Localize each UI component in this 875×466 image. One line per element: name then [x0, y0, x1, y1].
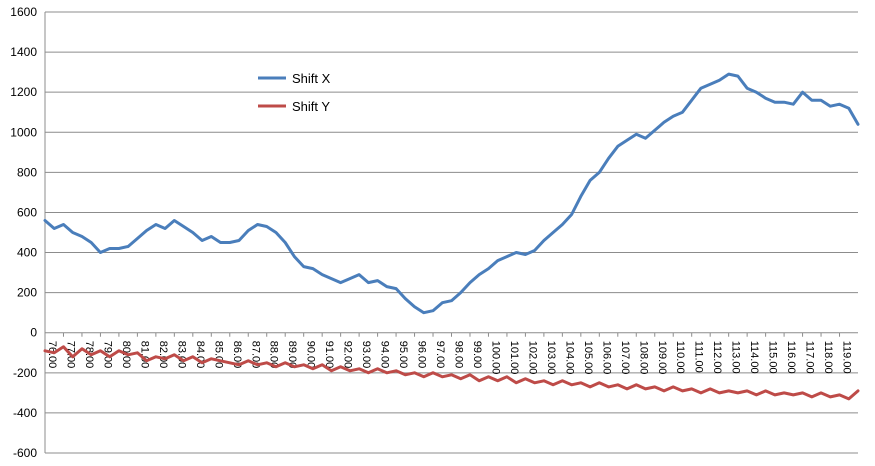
x-tick-label: 102.00: [526, 341, 538, 375]
y-tick-label: 1400: [10, 45, 37, 59]
y-tick-label: 400: [17, 246, 37, 260]
x-tick-label: 97.00: [434, 341, 446, 369]
x-tick-label: 107.00: [619, 341, 631, 375]
y-tick-label: -600: [13, 446, 37, 460]
x-tick-label: 103.00: [545, 341, 557, 375]
x-tick-label: 86.00: [231, 341, 243, 369]
x-tick-label: 109.00: [656, 341, 668, 375]
x-tick-label: 85.00: [212, 341, 224, 369]
legend-label: Shift Y: [292, 99, 330, 114]
x-tick-label: 101.00: [508, 341, 520, 375]
y-tick-label: -400: [13, 406, 37, 420]
legend-label: Shift X: [292, 71, 331, 86]
y-tick-label: 200: [17, 286, 37, 300]
x-tick-label: 83.00: [175, 341, 187, 369]
x-tick-label: 93.00: [360, 341, 372, 369]
y-tick-label: 1600: [10, 5, 37, 19]
x-tick-label: 115.00: [767, 341, 779, 374]
y-tick-label: -200: [13, 366, 37, 380]
x-tick-label: 100.00: [489, 341, 501, 375]
y-tick-label: 800: [17, 165, 37, 179]
y-tick-label: 600: [17, 205, 37, 219]
x-tick-label: 117.00: [804, 341, 816, 374]
x-tick-label: 110.00: [674, 341, 686, 374]
x-tick-label: 104.00: [563, 341, 575, 375]
x-tick-label: 119.00: [841, 341, 853, 374]
x-tick-label: 96.00: [416, 341, 428, 369]
x-tick-label: 116.00: [785, 341, 797, 374]
x-tick-label: 90.00: [305, 341, 317, 369]
x-tick-label: 94.00: [379, 341, 391, 369]
x-tick-label: 99.00: [471, 341, 483, 369]
x-tick-label: 112.00: [711, 341, 723, 374]
x-tick-label: 82.00: [157, 341, 169, 369]
x-tick-label: 114.00: [748, 341, 760, 374]
x-tick-label: 108.00: [637, 341, 649, 375]
x-tick-label: 88.00: [268, 341, 280, 369]
x-tick-label: 113.00: [730, 341, 742, 374]
x-tick-label: 92.00: [342, 341, 354, 369]
x-tick-label: 118.00: [822, 341, 834, 374]
x-tick-label: 111.00: [693, 341, 705, 373]
x-tick-label: 106.00: [600, 341, 612, 375]
y-tick-label: 0: [30, 326, 37, 340]
y-tick-label: 1200: [10, 85, 37, 99]
x-tick-label: 76.00: [46, 341, 58, 369]
series-line-shift-y: [43, 345, 860, 401]
x-tick-label: 91.00: [323, 341, 335, 369]
y-tick-label: 1000: [10, 125, 37, 139]
x-tick-label: 89.00: [286, 341, 298, 369]
x-tick-label: 95.00: [397, 341, 409, 369]
x-tick-label: 98.00: [453, 341, 465, 369]
x-tick-label: 105.00: [582, 341, 594, 375]
series-line-shift-x: [43, 72, 860, 315]
x-tick-label: 84.00: [194, 341, 206, 369]
